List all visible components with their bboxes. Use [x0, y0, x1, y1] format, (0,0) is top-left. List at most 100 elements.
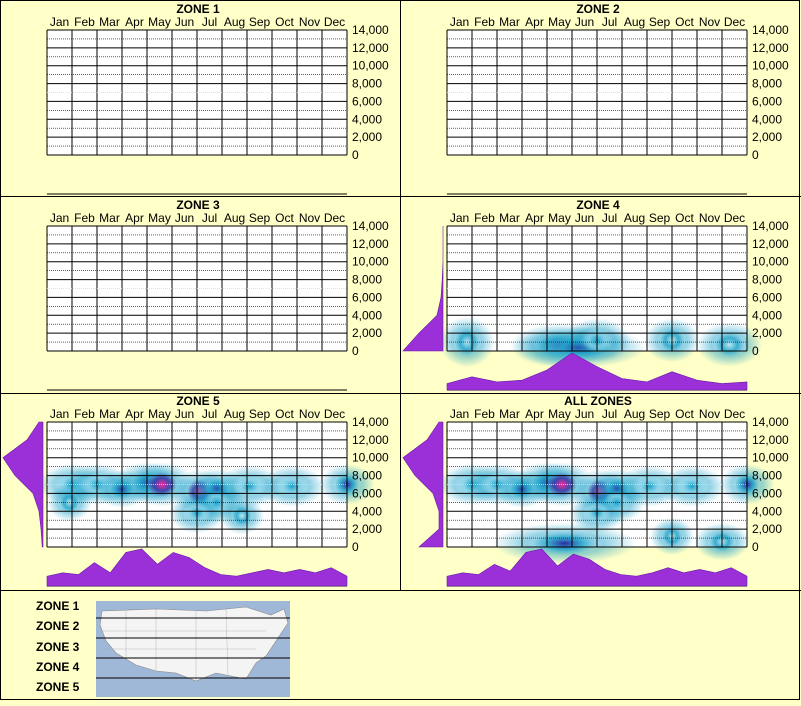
x-tick-label-apr: Apr	[125, 211, 144, 225]
x-tick-label-mar: Mar	[99, 211, 120, 225]
y-tick-label: 0	[352, 148, 359, 162]
y-tick-label: 6,000	[352, 94, 382, 108]
x-tick-label-dec: Dec	[324, 211, 345, 225]
y-tick-label: 6,000	[352, 290, 382, 304]
x-tick-label-jun: Jun	[575, 211, 594, 225]
map-state-borders	[102, 608, 266, 681]
x-tick-label-feb: Feb	[74, 407, 95, 421]
y-tick-label: 12,000	[752, 41, 789, 55]
heat-cell	[677, 474, 707, 498]
y-tick-label: 10,000	[352, 451, 389, 465]
chart-title: ZONE 5	[176, 394, 220, 408]
panel-zone-3: ZONE 3 Jan Feb Mar Apr May Jun Jul Aug Sep Oct Nov D…	[46, 198, 389, 391]
x-tick-label-may: May	[548, 211, 571, 225]
y-tick-label: 2,000	[752, 130, 782, 144]
x-tick-label-aug: Aug	[224, 211, 245, 225]
x-tick-label-aug: Aug	[624, 407, 645, 421]
x-tick-label-dec: Dec	[324, 407, 345, 421]
x-tick-label-apr: Apr	[125, 15, 144, 29]
panel-zone-1: ZONE 1 Jan Feb Mar Apr May Jun Jul Aug Sep Oct Nov D…	[46, 2, 389, 195]
x-tick-label-aug: Aug	[224, 407, 245, 421]
x-tick-label-apr: Apr	[525, 15, 544, 29]
y-tick-label: 2,000	[752, 326, 782, 340]
y-tick-label: 0	[352, 540, 359, 554]
x-tick-label-jan: Jan	[50, 407, 69, 421]
x-tick-label-jun: Jun	[575, 15, 594, 29]
x-tick-label-nov: Nov	[299, 211, 320, 225]
y-tick-label: 2,000	[752, 522, 782, 536]
elevation-density-profile	[402, 421, 444, 548]
y-tick-label: 14,000	[752, 219, 789, 233]
y-tick-label: 6,000	[752, 94, 782, 108]
y-tick-label: 14,000	[352, 23, 389, 37]
y-tick-label: 10,000	[752, 59, 789, 73]
map-land	[99, 606, 289, 682]
chart-title: ALL ZONES	[564, 394, 632, 408]
x-tick-label-oct: Oct	[275, 15, 294, 29]
y-tick-label: 4,000	[352, 308, 382, 322]
y-tick-label: 12,000	[352, 237, 389, 251]
y-tick-label: 10,000	[352, 59, 389, 73]
chart-title: ZONE 3	[176, 198, 220, 212]
y-tick-label: 14,000	[752, 23, 789, 37]
x-tick-label-nov: Nov	[699, 211, 720, 225]
heat-cell	[232, 505, 252, 527]
x-tick-label-oct: Oct	[675, 15, 694, 29]
y-tick-label: 8,000	[752, 469, 782, 483]
x-tick-label-apr: Apr	[125, 407, 144, 421]
panel-zone-4: ZONE 4 Jan Feb Mar Apr May Jun Jul Aug Sep Oct Nov D…	[402, 198, 789, 391]
y-tick-label: 8,000	[752, 77, 782, 91]
x-tick-label-jul: Jul	[602, 211, 617, 225]
legend-zone-3: ZONE 3	[36, 640, 80, 654]
elevation-density-profile	[2, 421, 44, 548]
x-tick-label-sep: Sep	[649, 407, 671, 421]
x-tick-label-may: May	[548, 407, 571, 421]
y-tick-label: 8,000	[352, 273, 382, 287]
x-tick-label-jan: Jan	[50, 211, 69, 225]
legend-zone-2: ZONE 2	[36, 619, 80, 633]
x-tick-label-oct: Oct	[275, 211, 294, 225]
y-tick-label: 14,000	[352, 415, 389, 429]
x-tick-label-jun: Jun	[175, 15, 194, 29]
x-tick-label-sep: Sep	[249, 407, 271, 421]
x-tick-label-dec: Dec	[724, 211, 745, 225]
y-tick-label: 2,000	[352, 326, 382, 340]
x-tick-label-feb: Feb	[474, 407, 495, 421]
x-tick-label-apr: Apr	[525, 211, 544, 225]
panel-zone-2: ZONE 2 Jan Feb Mar Apr May Jun Jul Aug Sep Oct Nov D…	[446, 2, 789, 195]
y-tick-label: 0	[352, 344, 359, 358]
y-tick-label: 12,000	[752, 237, 789, 251]
x-tick-label-jul: Jul	[602, 407, 617, 421]
y-tick-label: 4,000	[352, 112, 382, 126]
x-tick-label-jan: Jan	[450, 15, 469, 29]
x-tick-label-sep: Sep	[649, 15, 671, 29]
y-tick-label: 14,000	[352, 219, 389, 233]
chart-title: ZONE 2	[576, 2, 620, 16]
y-tick-label: 6,000	[752, 486, 782, 500]
x-tick-label-dec: Dec	[724, 407, 745, 421]
chart-title: ZONE 1	[176, 2, 220, 16]
y-tick-label: 10,000	[752, 255, 789, 269]
y-tick-label: 4,000	[752, 112, 782, 126]
x-tick-label-jan: Jan	[450, 407, 469, 421]
x-tick-label-jun: Jun	[175, 211, 194, 225]
x-tick-label-sep: Sep	[649, 211, 671, 225]
elevation-density-profile	[402, 226, 444, 352]
y-tick-label: 0	[752, 540, 759, 554]
x-tick-label-mar: Mar	[99, 407, 120, 421]
heat-cell	[634, 474, 665, 498]
x-tick-label-jul: Jul	[202, 211, 217, 225]
heat-cell	[234, 474, 265, 498]
y-tick-label: 6,000	[352, 486, 382, 500]
y-tick-label: 12,000	[352, 433, 389, 447]
x-tick-label-aug: Aug	[624, 211, 645, 225]
us-map	[96, 601, 290, 697]
y-tick-label: 14,000	[752, 415, 789, 429]
x-tick-label-feb: Feb	[74, 15, 95, 29]
month-density-profile	[46, 548, 348, 587]
x-tick-label-oct: Oct	[675, 407, 694, 421]
x-tick-label-mar: Mar	[99, 15, 120, 29]
y-tick-label: 12,000	[752, 433, 789, 447]
